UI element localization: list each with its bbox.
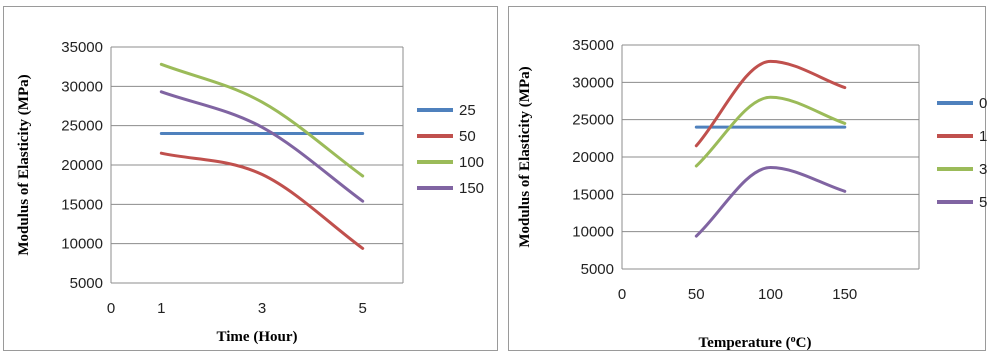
series-line-3 — [694, 95, 847, 168]
x-tick-label: 5 — [359, 300, 367, 317]
y-tick-label: 10000 — [61, 236, 103, 253]
chart-time-vs-modulus: 5000 10000 15000 20000 25000 30000 35000 0 1 3 5 25… — [16, 39, 484, 345]
x-axis-title: Temperature (oC) — [699, 334, 812, 352]
y-tick-label: 5000 — [70, 275, 103, 292]
y-tick-label: 30000 — [61, 78, 103, 95]
y-tick-label: 30000 — [572, 74, 614, 91]
legend-label-25: 25 — [459, 102, 476, 119]
y-tick-label: 20000 — [572, 149, 614, 166]
y-tick-label: 25000 — [61, 118, 103, 135]
y-axis-title: Modulus of Elasticity (MPa) — [517, 66, 533, 247]
x-tick-label: 150 — [832, 286, 857, 303]
y-tick-label: 35000 — [572, 37, 614, 54]
x-axis-title: Time (Hour) — [217, 329, 298, 345]
y-tick-label: 20000 — [61, 157, 103, 174]
y-tick-label: 25000 — [572, 112, 614, 129]
y-tick-label: 15000 — [572, 186, 614, 203]
y-tick-label: 10000 — [572, 224, 614, 241]
chart-panel-temperature: 5000 10000 15000 20000 25000 30000 35000 0 50 100… — [508, 6, 987, 352]
y-axis-title: Modulus of Elasticity (MPa) — [16, 74, 32, 255]
series-line-50 — [159, 151, 365, 250]
series-line-5 — [694, 166, 847, 238]
series-line-150 — [159, 90, 365, 203]
x-tick-label: 3 — [258, 300, 266, 317]
x-tick-label: 100 — [758, 286, 783, 303]
y-tick-label: 5000 — [581, 261, 614, 278]
series-line-1 — [694, 59, 847, 148]
x-tick-label: 0 — [107, 300, 115, 317]
x-tick-label: 50 — [688, 286, 705, 303]
legend-label-5: 5 — [979, 194, 987, 211]
legend-label-3: 3 — [979, 161, 987, 178]
legend-label-150: 150 — [459, 180, 484, 197]
x-tick-label: 0 — [618, 286, 626, 303]
legend-label-50: 50 — [459, 128, 476, 145]
x-tick-label: 1 — [157, 300, 165, 317]
legend-label-100: 100 — [459, 154, 484, 171]
legend-label-1: 1 — [979, 128, 987, 145]
series-line-100 — [159, 62, 365, 178]
y-tick-label: 15000 — [61, 196, 103, 213]
legend-label-0: 0 — [979, 95, 987, 112]
chart-panel-time: 5000 10000 15000 20000 25000 30000 35000 0 1 3 5 25… — [3, 6, 498, 351]
y-tick-label: 35000 — [61, 39, 103, 56]
